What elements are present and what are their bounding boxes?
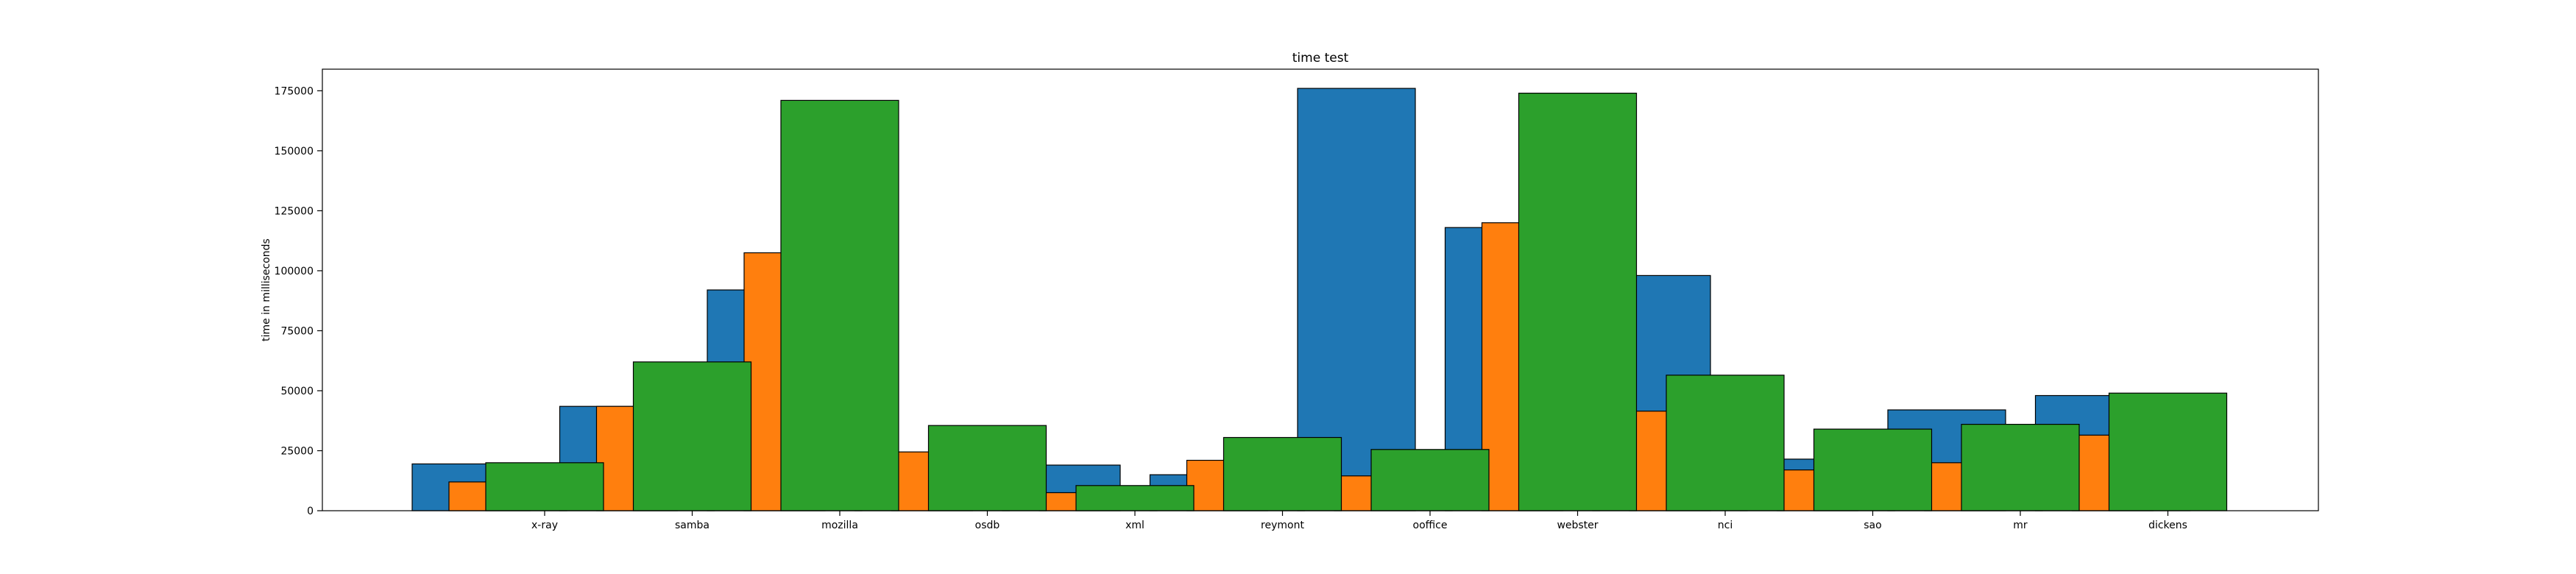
y-tick-label: 0 xyxy=(307,506,314,517)
x-tick-label-x-ray: x-ray xyxy=(531,520,558,531)
plot-frame xyxy=(322,68,2319,511)
x-tick-label-samba: samba xyxy=(675,520,710,531)
bar-series-3-webster xyxy=(1518,92,1638,511)
bar-series-3-samba xyxy=(632,361,752,511)
bar-series-3-mr xyxy=(1961,423,2080,511)
bar-series-3-osdb xyxy=(927,425,1047,511)
x-tick-label-dickens: dickens xyxy=(2148,520,2187,531)
x-tick-label-osdb: osdb xyxy=(975,520,1000,531)
chart-title: time test xyxy=(1292,51,1349,65)
x-tick-label-mr: mr xyxy=(2013,520,2028,531)
x-tick-label-ooffice: ooffice xyxy=(1413,520,1448,531)
y-axis-title: time in milliseconds xyxy=(261,238,272,341)
bar-series-3-nci xyxy=(1666,375,1785,511)
bar-series-3-xml xyxy=(1075,485,1195,511)
y-tick-label: 150000 xyxy=(275,146,314,157)
bar-series-3-ooffice xyxy=(1370,449,1490,511)
y-tick-label: 75000 xyxy=(280,325,314,337)
x-tick-label-webster: webster xyxy=(1557,520,1598,531)
bar-series-3-reymont xyxy=(1222,436,1342,511)
x-tick-label-xml: xml xyxy=(1125,520,1144,531)
bars-layer xyxy=(411,88,2228,511)
y-tick-label: 25000 xyxy=(280,445,314,457)
x-tick-label-mozilla: mozilla xyxy=(821,520,858,531)
y-axis: 0 25000 50000 75000 100000 125000 150000 175000 xyxy=(275,85,322,517)
x-axis: x-ray samba mozilla osdb xml reymont ooffice we… xyxy=(531,511,2187,531)
bar-series-3-sao xyxy=(1813,428,1933,511)
bar-series-3-mozilla xyxy=(780,99,899,511)
y-tick-label: 175000 xyxy=(275,85,314,97)
x-tick-label-reymont: reymont xyxy=(1261,520,1304,531)
y-tick-label: 100000 xyxy=(275,266,314,277)
x-tick-label-nci: nci xyxy=(1718,520,1733,531)
y-tick-label: 125000 xyxy=(275,205,314,217)
bar-series-3-x-ray xyxy=(485,462,604,511)
x-tick-label-sao: sao xyxy=(1864,520,1881,531)
bar-series-3-dickens xyxy=(2108,392,2228,511)
y-tick-label: 50000 xyxy=(280,386,314,397)
